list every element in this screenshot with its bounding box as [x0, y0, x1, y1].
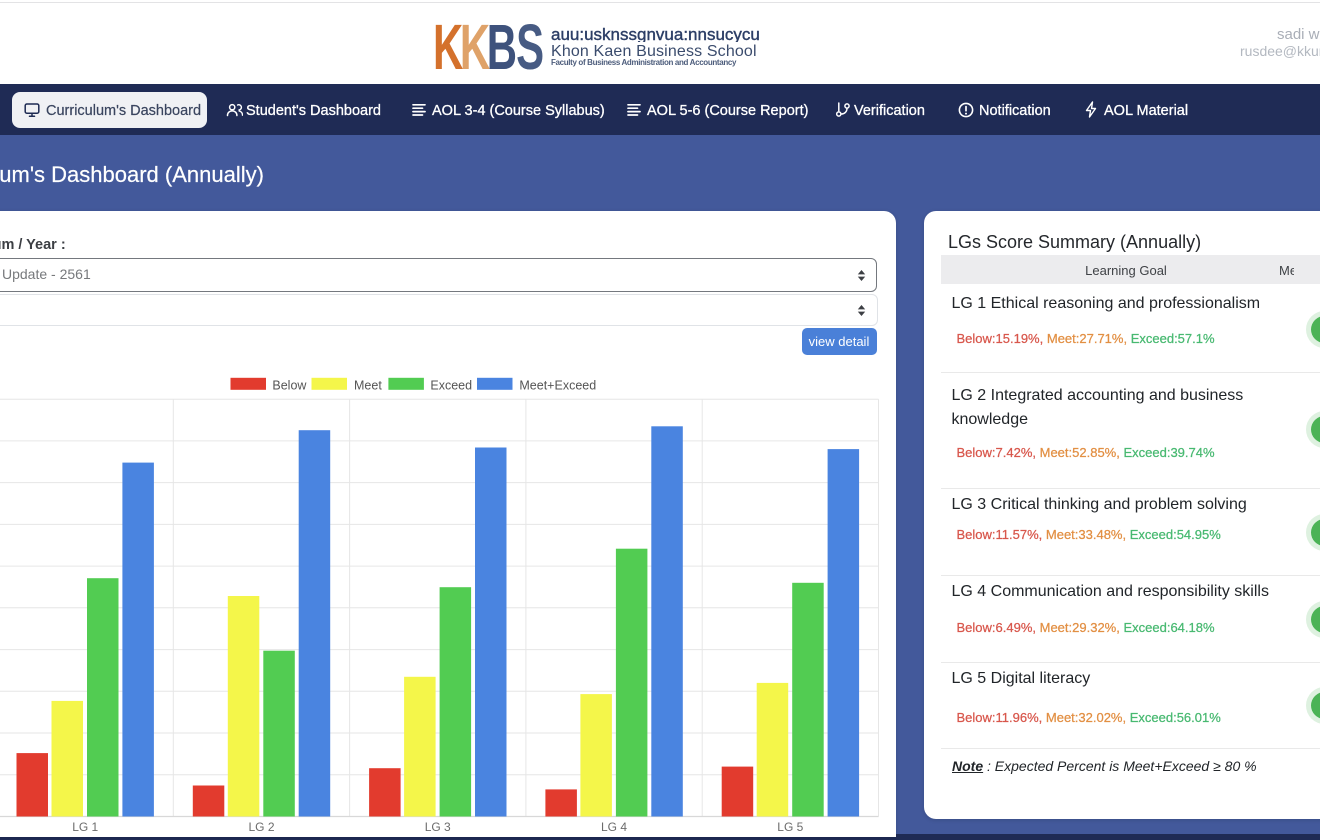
svg-text:S: S — [516, 17, 544, 73]
svg-text:LG 2: LG 2 — [248, 820, 274, 834]
svg-text:LG 1: LG 1 — [72, 820, 98, 834]
svg-text:B: B — [487, 17, 517, 73]
svg-text:Exceed: Exceed — [430, 378, 472, 392]
svg-text:LG 3: LG 3 — [425, 820, 451, 834]
svg-text:LG 5: LG 5 — [777, 820, 803, 834]
svg-text:K: K — [433, 17, 463, 73]
svg-text:Below: Below — [272, 378, 307, 392]
svg-text:LG 4: LG 4 — [601, 820, 627, 834]
svg-text:Meet: Meet — [354, 378, 382, 392]
svg-text:K: K — [460, 17, 490, 73]
svg-text:Meet+Exceed: Meet+Exceed — [519, 378, 596, 392]
